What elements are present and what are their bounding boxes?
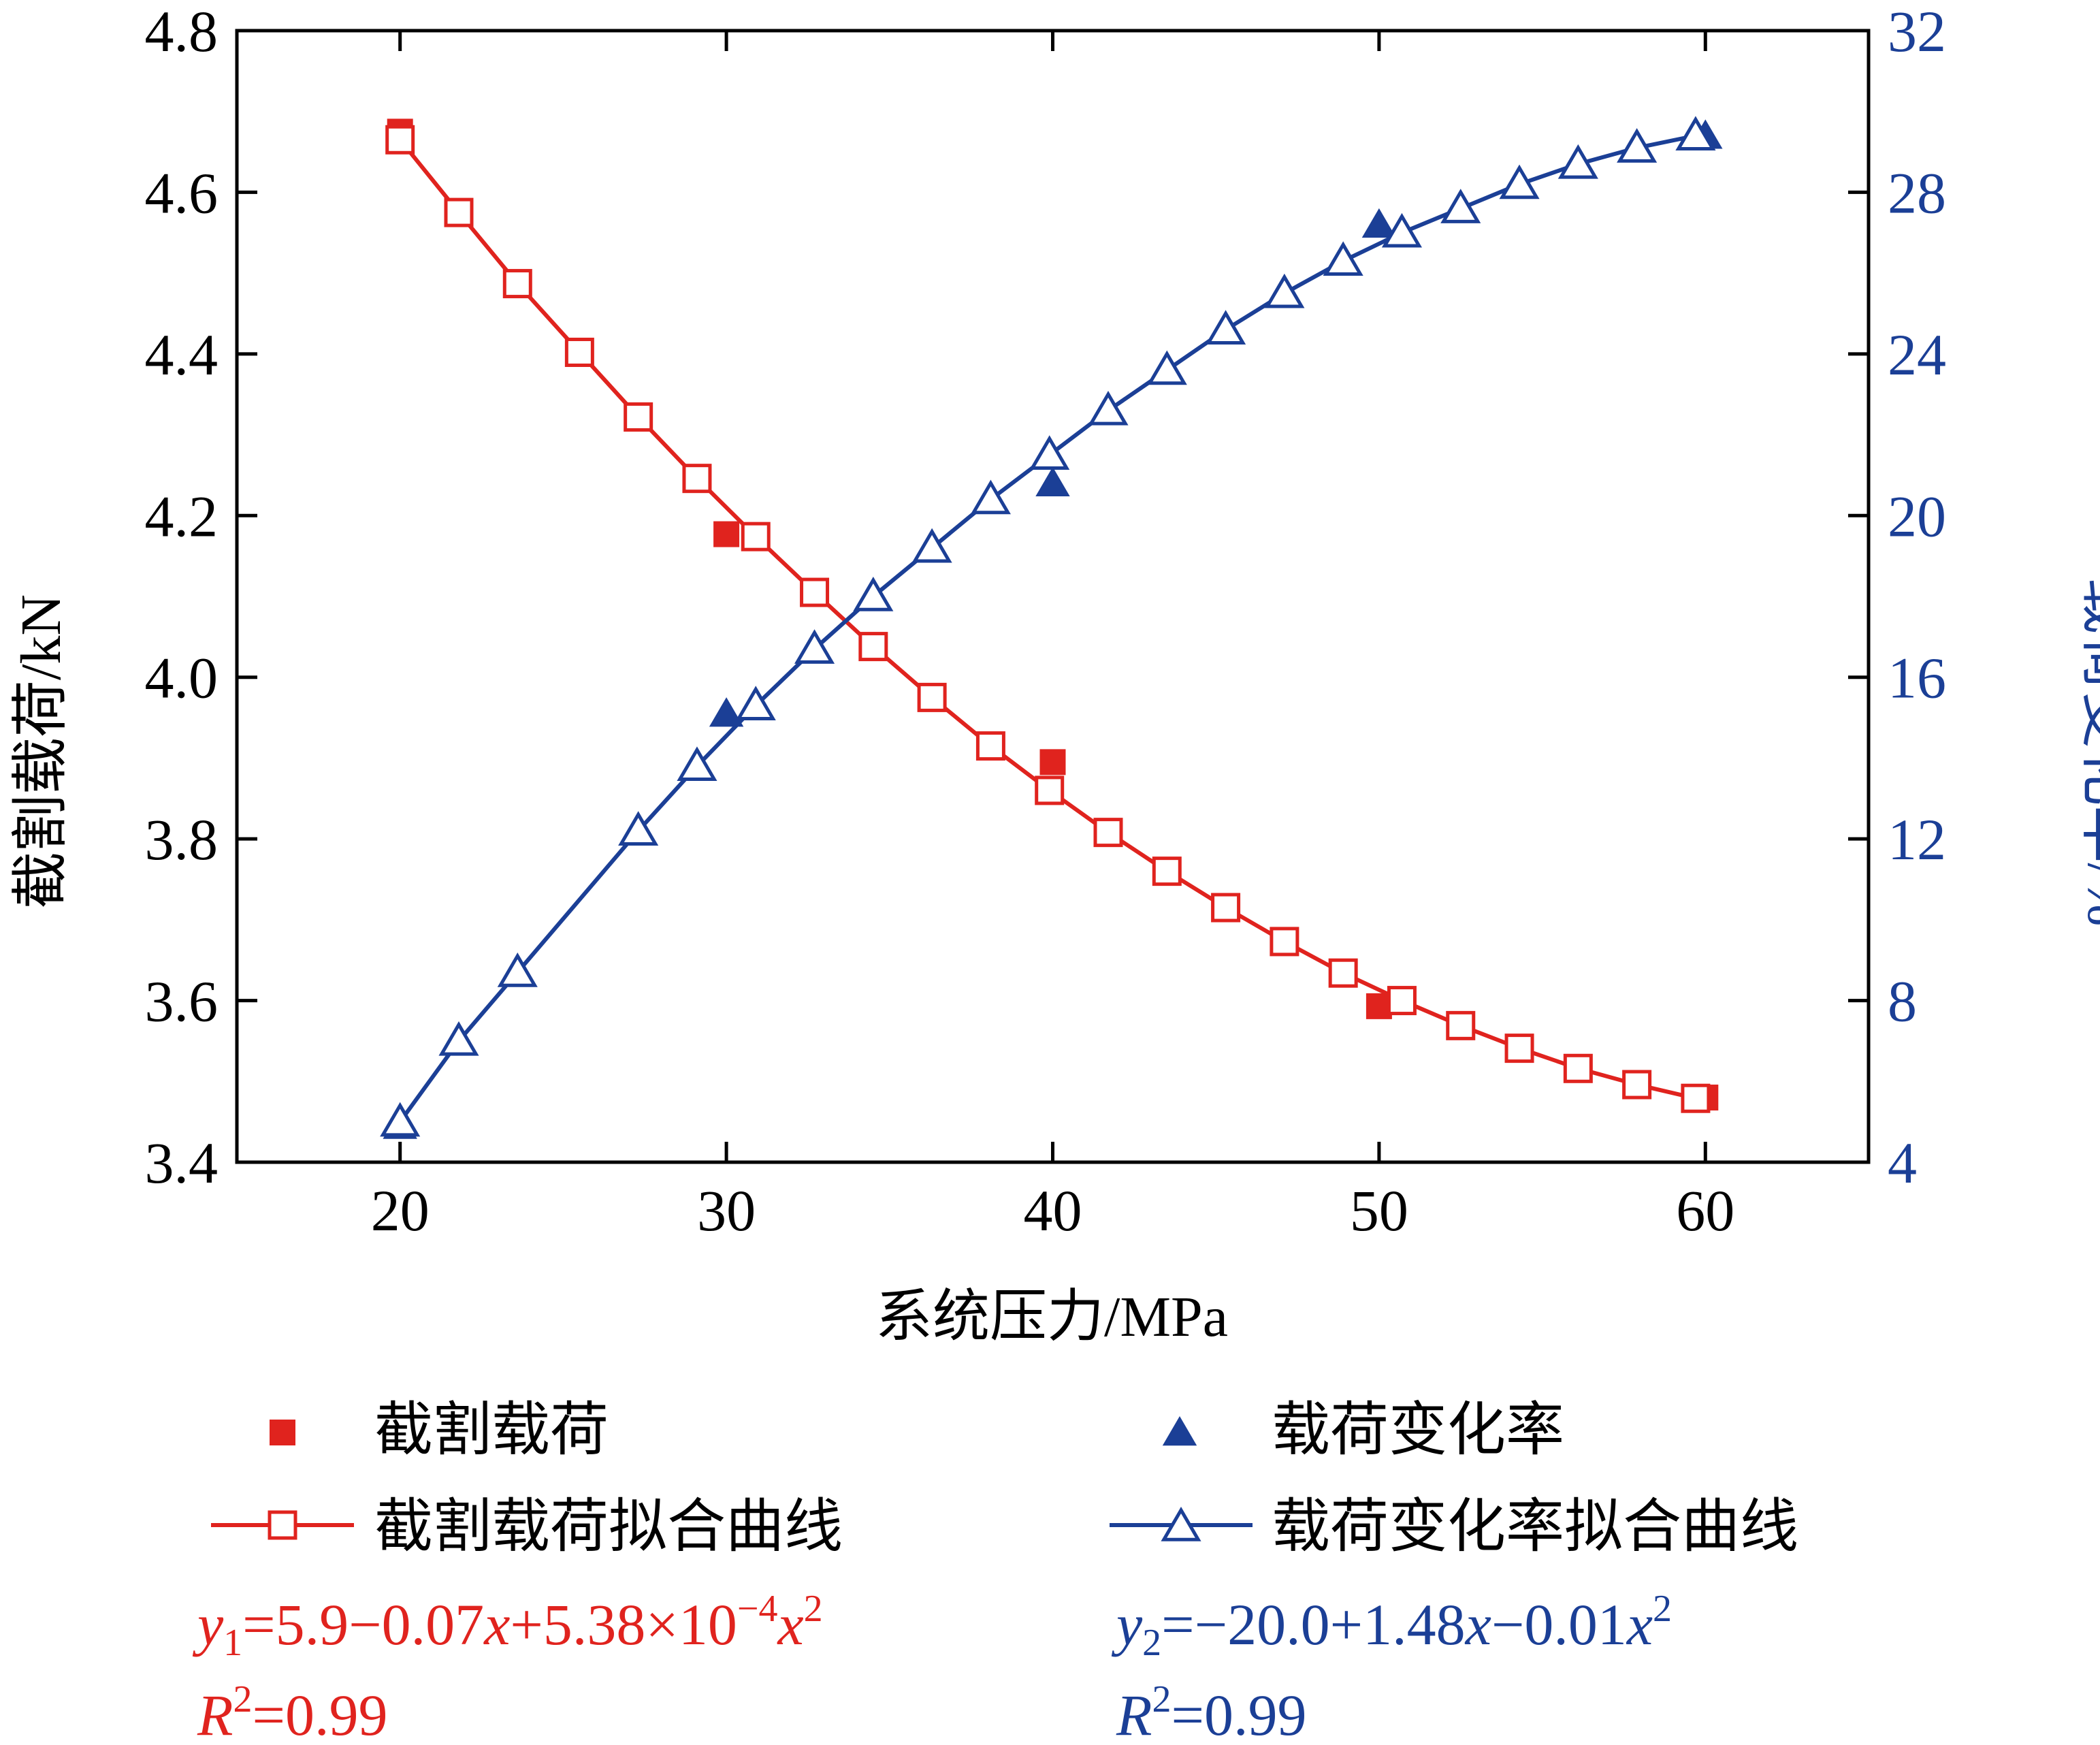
red-fit-marker <box>1622 1070 1652 1100</box>
blue-fit-marker <box>853 577 894 611</box>
blue-fit-marker <box>380 1102 421 1137</box>
blue-fit-marker <box>1617 128 1658 163</box>
y-left-tick-label: 4.2 <box>145 483 219 549</box>
blue-fit-marker <box>1499 164 1540 199</box>
blue-fit-marker <box>1146 350 1187 385</box>
y-right-tick-label: 24 <box>1888 322 1946 387</box>
red-fit-marker <box>975 731 1005 761</box>
y-left-tick-label: 3.4 <box>145 1130 219 1196</box>
red-fit-marker <box>1504 1034 1534 1063</box>
red-fit-marker <box>917 682 947 712</box>
y-right-axis-title: 载荷变化率/% <box>2075 577 2100 926</box>
red-fit-marker <box>385 125 415 155</box>
red-fit-marker <box>800 577 830 607</box>
red-fit-marker <box>1563 1053 1593 1083</box>
y-left-tick-label: 4.0 <box>145 645 219 711</box>
legend: 截割载荷 载荷变化率 截割载荷拟合曲线 载荷变化率拟合曲线 <box>211 1397 1798 1559</box>
y-left-tick-label: 4.8 <box>145 0 219 64</box>
plot-frame <box>235 29 1871 1164</box>
blue-fit-marker <box>1381 212 1423 248</box>
legend-symbol-red-fit-line <box>211 1510 354 1540</box>
x-tick-label: 50 <box>1350 1178 1408 1243</box>
blue-data-point <box>1035 466 1070 496</box>
y-left-tick-label: 3.6 <box>145 969 219 1034</box>
x-tick-label: 60 <box>1676 1178 1734 1243</box>
legend-label-cutting-load-fit: 截割载荷拟合曲线 <box>374 1494 843 1559</box>
red-fit-curve <box>398 138 1696 1101</box>
data-series <box>380 116 1723 1139</box>
x-tick-label: 20 <box>371 1178 430 1243</box>
blue-data-point <box>1361 208 1397 238</box>
y-right-tick-label: 8 <box>1888 969 1917 1034</box>
blue-fit-marker <box>1323 241 1363 276</box>
y-left-tick-label: 4.4 <box>145 322 219 387</box>
y-right-tick-label: 12 <box>1888 807 1946 872</box>
blue-fit-marker <box>1264 273 1305 308</box>
red-fit-marker <box>624 402 653 432</box>
legend-symbol-blue-fit-line <box>1110 1507 1253 1541</box>
red-fit-marker <box>1211 893 1241 923</box>
legend-label-load-change-rate-fit: 载荷变化率拟合曲线 <box>1272 1494 1798 1559</box>
blue-fit-marker <box>438 1021 479 1056</box>
blue-fit-marker <box>497 952 538 987</box>
red-fit-marker <box>1270 927 1299 957</box>
legend-symbol-filled-triangle <box>1162 1416 1197 1446</box>
blue-data-point <box>709 697 744 727</box>
legend-label-load-change-rate: 载荷变化率 <box>1272 1397 1564 1462</box>
legend-open-square <box>268 1510 297 1540</box>
red-fit-marker <box>1152 857 1182 886</box>
x-tick-label: 30 <box>697 1178 756 1243</box>
red-fit-r-squared: R2=0.99 <box>197 1678 388 1745</box>
blue-fit-marker <box>911 528 952 563</box>
legend-label-cutting-load: 截割载荷 <box>374 1397 609 1462</box>
y-left-tick-label: 4.6 <box>145 160 219 225</box>
blue-fit-equation: y2=−20.0+1.48x−0.01x2 <box>1111 1588 1672 1664</box>
y-right-tick-label: 20 <box>1888 483 1946 549</box>
blue-fit-marker <box>1206 310 1246 345</box>
blue-fit-marker <box>1675 116 1716 151</box>
red-fit-marker <box>1446 1010 1476 1040</box>
y-right-tick-label: 32 <box>1888 0 1946 64</box>
red-fit-marker <box>1035 775 1065 805</box>
blue-fit-marker <box>677 746 717 781</box>
blue-fit-marker <box>1557 144 1598 179</box>
red-fit-marker <box>502 269 532 299</box>
red-fit-marker <box>1093 818 1123 848</box>
y-left-tick-label: 3.8 <box>145 807 219 872</box>
blue-fit-curve <box>398 133 1696 1123</box>
red-data-point <box>713 521 740 547</box>
legend-open-triangle <box>1161 1507 1201 1541</box>
red-fit-marker <box>858 632 888 662</box>
red-fit-marker <box>1681 1083 1711 1113</box>
blue-fit-marker <box>735 686 776 720</box>
blue-fit-marker <box>1029 435 1070 470</box>
blue-fit-marker <box>618 811 659 846</box>
blue-fit-r-squared: R2=0.99 <box>1116 1678 1307 1745</box>
x-tick-label: 40 <box>1024 1178 1082 1243</box>
legend-filled-triangle <box>1162 1416 1197 1446</box>
red-data-point <box>1039 749 1066 775</box>
red-fit-marker <box>741 522 771 551</box>
y-right-tick-label: 4 <box>1888 1130 1917 1196</box>
plot-area <box>235 29 1871 1164</box>
y-right-tick-label: 28 <box>1888 160 1946 225</box>
red-fit-marker <box>1387 986 1417 1016</box>
red-fit-marker <box>564 337 594 367</box>
y-left-axis-title: 截割载荷/kN <box>10 594 73 909</box>
blue-fit-marker <box>1440 189 1481 223</box>
blue-fit-marker <box>1088 390 1129 426</box>
x-axis-title: 系统压力/MPa <box>875 1285 1228 1349</box>
red-fit-marker <box>682 464 712 494</box>
blue-fit-marker <box>794 629 835 664</box>
blue-fit-marker <box>970 479 1011 515</box>
axes: 20 30 40 50 60 3.4 3.6 3.8 4.0 4.2 4.4 4.6 4.8 4 8 12 16… <box>145 0 1947 1243</box>
legend-filled-square <box>270 1420 295 1445</box>
red-fit-marker <box>444 197 474 227</box>
red-fit-marker <box>1328 958 1358 988</box>
legend-symbol-filled-square <box>270 1420 295 1445</box>
red-fit-equation: y1=5.9−0.07x+5.38×10−4x2 <box>192 1588 823 1664</box>
y-right-tick-label: 16 <box>1888 645 1946 711</box>
